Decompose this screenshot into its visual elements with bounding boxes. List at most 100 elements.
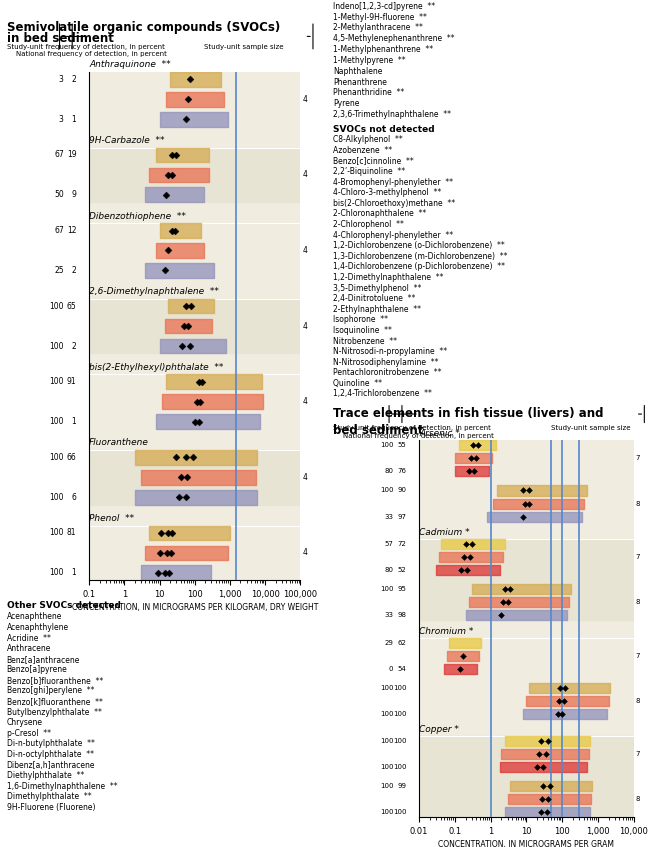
Text: Dimethylphthalate  **: Dimethylphthalate ** [7, 793, 91, 801]
Text: 2,6-Dimethylnaphthalene  **: 2,6-Dimethylnaphthalene ** [89, 287, 219, 296]
Text: 100: 100 [380, 711, 393, 717]
Text: 2-Chloronaphthalene  **: 2-Chloronaphthalene ** [333, 209, 426, 219]
Text: 4-Bromophenyl-phenylether  **: 4-Bromophenyl-phenylether ** [333, 178, 453, 186]
Text: Naphthalene: Naphthalene [333, 67, 383, 75]
Text: 100: 100 [380, 586, 393, 592]
Text: Phenanthrene: Phenanthrene [333, 78, 387, 86]
Text: 19: 19 [67, 151, 77, 159]
Text: 3: 3 [59, 75, 64, 84]
Text: 80: 80 [384, 567, 393, 573]
Text: 4: 4 [302, 548, 308, 557]
Text: 100: 100 [380, 684, 393, 690]
Bar [89, 299, 300, 353]
Text: 95: 95 [397, 586, 407, 592]
Text: 6: 6 [71, 493, 77, 501]
Text: 76: 76 [397, 468, 407, 474]
Text: 100: 100 [50, 341, 64, 351]
Bar [419, 736, 634, 817]
Text: Semivolatile organic compounds (SVOCs): Semivolatile organic compounds (SVOCs) [7, 21, 280, 34]
X-axis label: CONCENTRATION, IN MICROGRAMS PER KILOGRAM, DRY WEIGHT: CONCENTRATION, IN MICROGRAMS PER KILOGRA… [71, 603, 318, 612]
Text: Benzo[k]fluoranthene  **: Benzo[k]fluoranthene ** [7, 697, 102, 706]
Text: Anthracene: Anthracene [7, 645, 51, 653]
Text: 54: 54 [397, 666, 407, 672]
Text: Anthraquinone  **: Anthraquinone ** [89, 60, 171, 69]
Text: 1-Methylphenanthrene  **: 1-Methylphenanthrene ** [333, 45, 434, 54]
Text: 100: 100 [393, 739, 407, 745]
Text: 1,2-Dimethylnaphthalene  **: 1,2-Dimethylnaphthalene ** [333, 273, 444, 282]
Text: 1: 1 [72, 114, 77, 124]
Text: 100: 100 [50, 493, 64, 501]
Text: 2-Ethylnaphthalene  **: 2-Ethylnaphthalene ** [333, 305, 421, 313]
Text: 97: 97 [397, 513, 407, 519]
Text: 8: 8 [636, 599, 640, 605]
Text: 100: 100 [380, 810, 393, 816]
Text: 7: 7 [636, 751, 640, 757]
Text: 99: 99 [397, 783, 407, 789]
Text: N-Nitrosodiphenylamine  **: N-Nitrosodiphenylamine ** [333, 357, 439, 367]
Text: 4: 4 [302, 473, 308, 482]
Text: Other SVOCs detected: Other SVOCs detected [7, 601, 121, 611]
Text: Trace elements in fish tissue (livers) and: Trace elements in fish tissue (livers) a… [333, 407, 604, 419]
Text: 33: 33 [384, 513, 393, 519]
Text: National frequency of detection, in percent: National frequency of detection, in perc… [343, 433, 494, 439]
Text: 98: 98 [397, 612, 407, 618]
Text: Chrysene: Chrysene [7, 718, 43, 728]
Text: p-Cresol  **: p-Cresol ** [7, 728, 51, 738]
Text: 100: 100 [50, 377, 64, 386]
Text: Study-unit sample size: Study-unit sample size [205, 44, 284, 50]
Text: 2: 2 [72, 266, 77, 275]
Text: Dibenzothiophene  **: Dibenzothiophene ** [89, 212, 186, 220]
Text: Di-n-butylphthalate  **: Di-n-butylphthalate ** [7, 739, 94, 749]
Bar [419, 440, 634, 522]
Text: Study-unit sample size: Study-unit sample size [551, 425, 630, 431]
Text: Dibenz[a,h]anthracene: Dibenz[a,h]anthracene [7, 761, 95, 770]
Bar [89, 374, 300, 429]
Text: 3,5-Dimethylphenol  **: 3,5-Dimethylphenol ** [333, 284, 422, 292]
Text: 1,3-Dichlorobenzene (m-Dichlorobenzene)  **: 1,3-Dichlorobenzene (m-Dichlorobenzene) … [333, 252, 508, 261]
Text: Di-n-octylphthalate  **: Di-n-octylphthalate ** [7, 750, 94, 759]
Text: bed sediment: bed sediment [333, 424, 424, 436]
Text: 7: 7 [636, 554, 640, 560]
Text: 65: 65 [67, 302, 77, 311]
Text: 80: 80 [384, 468, 393, 474]
Text: Cadmium *: Cadmium * [419, 528, 470, 537]
Text: 1-Methyl-9H-fluorene  **: 1-Methyl-9H-fluorene ** [333, 13, 427, 21]
Text: 100: 100 [380, 488, 393, 494]
Text: in bed sediment: in bed sediment [7, 32, 114, 45]
Text: 25: 25 [54, 266, 64, 275]
Bar [89, 147, 300, 202]
Text: 2,3,6-Trimethylnaphthalene  **: 2,3,6-Trimethylnaphthalene ** [333, 110, 451, 119]
Text: 2: 2 [72, 75, 77, 84]
Text: National frequency of detection, in percent: National frequency of detection, in perc… [16, 51, 168, 57]
Text: Benzo[ghi]perylene  **: Benzo[ghi]perylene ** [7, 686, 94, 695]
Text: 9: 9 [71, 191, 77, 199]
Text: 2: 2 [72, 341, 77, 351]
Text: N-Nitrosodi-n-propylamine  **: N-Nitrosodi-n-propylamine ** [333, 347, 447, 356]
Text: 9H-Fluorene (Fluorene): 9H-Fluorene (Fluorene) [7, 803, 95, 812]
Text: 100: 100 [380, 764, 393, 770]
Text: Benzo[a]pyrene: Benzo[a]pyrene [7, 666, 67, 674]
Text: 90: 90 [397, 488, 407, 494]
Text: 1,2-Dichlorobenzene (o-Dichlorobenzene)  **: 1,2-Dichlorobenzene (o-Dichlorobenzene) … [333, 241, 505, 250]
Text: 1,6-Dimethylnaphthalene  **: 1,6-Dimethylnaphthalene ** [7, 782, 117, 791]
Text: Pentachloronitrobenzene  **: Pentachloronitrobenzene ** [333, 368, 442, 377]
Text: 0: 0 [389, 666, 393, 672]
Text: Benzo[c]cinnoline  **: Benzo[c]cinnoline ** [333, 157, 414, 165]
Text: 4: 4 [302, 170, 308, 180]
Text: 100: 100 [380, 783, 393, 789]
Text: 100: 100 [393, 684, 407, 690]
Text: 62: 62 [397, 639, 407, 645]
Text: Butylbenzylphthalate  **: Butylbenzylphthalate ** [7, 708, 102, 717]
Text: Chromium *: Chromium * [419, 627, 473, 635]
Text: 52: 52 [397, 567, 407, 573]
Text: 100: 100 [393, 711, 407, 717]
Text: Fluoranthene: Fluoranthene [89, 439, 149, 447]
Bar [89, 526, 300, 580]
Text: 8: 8 [636, 796, 640, 802]
Text: 100: 100 [50, 568, 64, 578]
Text: 7: 7 [636, 653, 640, 659]
Text: 1,2,4-Trichlorobenzene  **: 1,2,4-Trichlorobenzene ** [333, 390, 432, 398]
Text: 55: 55 [397, 442, 407, 448]
Text: 100: 100 [50, 417, 64, 426]
Text: Acenaphthylene: Acenaphthylene [7, 623, 69, 632]
